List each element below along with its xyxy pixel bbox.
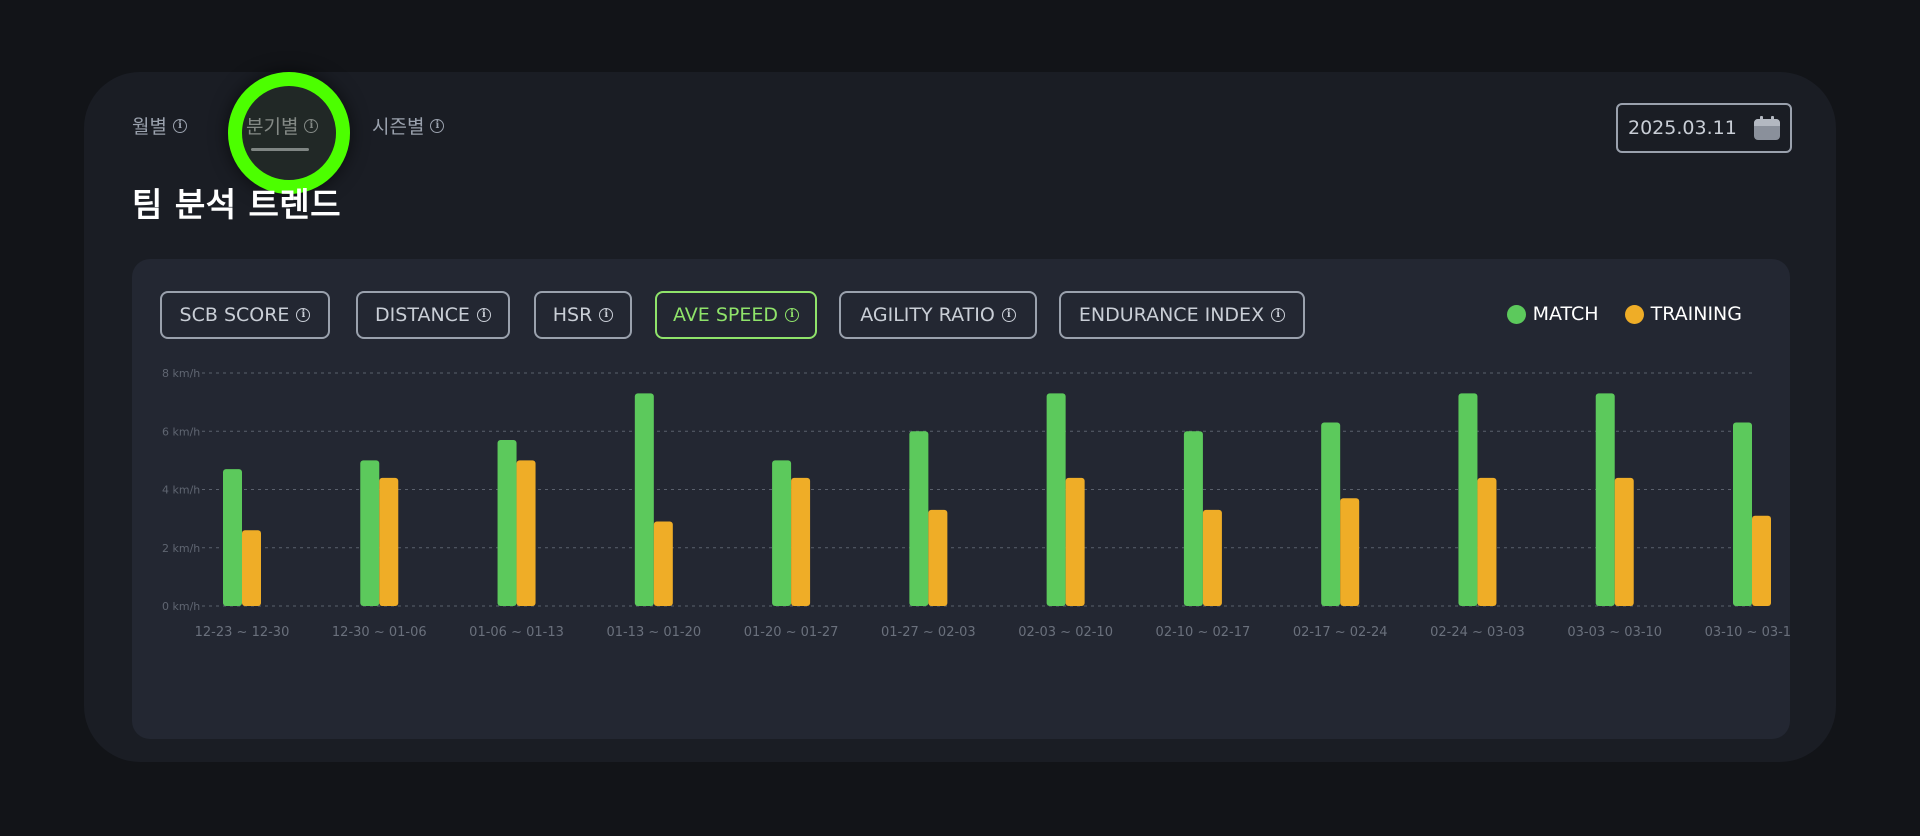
info-icon: i <box>784 308 799 322</box>
training-bar <box>242 530 261 606</box>
metric-ave-speed-button[interactable]: AVE SPEED i <box>655 291 817 339</box>
info-icon: i <box>599 308 614 322</box>
match-bar <box>223 469 242 606</box>
y-tick-label: 2 km/h <box>162 542 200 555</box>
training-bar <box>653 521 673 606</box>
legend-label: MATCH <box>1532 303 1599 325</box>
match-bar <box>1046 393 1066 606</box>
chart-panel: SCB SCORE i DISTANCE i HSR i AVE SPEED i… <box>132 259 1790 739</box>
training-bar <box>379 477 399 606</box>
match-bar <box>1183 431 1203 606</box>
x-tick-label: 02-10 ~ 02-17 <box>1156 625 1251 640</box>
legend-item-training[interactable]: TRAINING <box>1624 303 1742 325</box>
ave-speed-bar-chart: 8 km/h 6 km/h 4 km/h 2 km/h 0 km/h 12-23 ~ 12… <box>162 367 1790 640</box>
training-bar <box>516 460 536 606</box>
x-tick-label: 12-23 ~ 12-30 <box>195 625 290 640</box>
x-tick-label: 01-06 ~ 01-13 <box>469 625 564 640</box>
tab-monthly-label: 월별 <box>132 116 167 138</box>
x-tick-label: 01-27 ~ 02-03 <box>881 625 976 640</box>
training-bar <box>928 509 948 606</box>
metric-label: HSR <box>552 304 593 326</box>
match-bar <box>634 393 654 606</box>
legend-swatch-training <box>1624 304 1644 324</box>
metric-scb-score-button[interactable]: SCB SCORE i <box>160 291 330 339</box>
metric-agility-ratio-button[interactable]: AGILITY RATIO i <box>839 291 1037 339</box>
training-bar <box>1340 498 1360 606</box>
metric-label: ENDURANCE INDEX <box>1078 304 1265 326</box>
tab-monthly[interactable]: 월별 i <box>132 112 187 139</box>
x-tick-label: 12-30 ~ 01-06 <box>332 625 427 640</box>
metric-label: AVE SPEED <box>673 304 778 326</box>
match-bar <box>909 431 929 606</box>
x-tick-label: 02-03 ~ 02-10 <box>1018 625 1113 640</box>
info-icon: i <box>296 308 311 322</box>
y-tick-label: 4 km/h <box>162 484 200 497</box>
page-title: 팀 분석 트렌드 <box>132 185 342 224</box>
training-bar <box>791 477 811 606</box>
match-bar <box>360 460 380 606</box>
tab-season-label: 시즌별 <box>372 116 425 138</box>
metric-label: AGILITY RATIO <box>860 304 995 326</box>
match-bar <box>772 460 792 606</box>
y-tick-label: 0 km/h <box>162 600 200 613</box>
x-tick-label: 02-17 ~ 02-24 <box>1293 625 1388 640</box>
training-bar <box>1065 477 1085 606</box>
x-tick-label: 02-24 ~ 03-03 <box>1430 625 1525 640</box>
info-icon[interactable]: i <box>430 118 445 133</box>
legend-item-match[interactable]: MATCH <box>1506 303 1599 325</box>
match-bar <box>1321 422 1341 606</box>
y-tick-label: 6 km/h <box>162 425 200 438</box>
info-icon[interactable]: i <box>172 118 187 133</box>
match-bar <box>497 439 517 606</box>
training-bar <box>1752 515 1771 606</box>
active-tab-underline <box>251 148 309 151</box>
calendar-icon[interactable] <box>1754 116 1780 140</box>
metric-hsr-button[interactable]: HSR i <box>534 291 632 339</box>
y-tick-label: 8 km/h <box>162 367 200 380</box>
training-bar <box>1614 477 1634 606</box>
match-bar <box>1458 393 1478 606</box>
metric-label: SCB SCORE <box>179 304 290 326</box>
training-bar <box>1477 477 1497 606</box>
x-tick-label: 01-20 ~ 01-27 <box>744 625 839 640</box>
x-tick-label: 01-13 ~ 01-20 <box>606 625 701 640</box>
team-trend-card: 월별 i 분기별 i 시즌별 i 팀 분석 트렌드 2025.03.11 SCB… <box>84 72 1836 762</box>
x-tick-label: 03-10 ~ 03-17 <box>1705 625 1790 640</box>
match-bar <box>1733 422 1752 606</box>
info-icon: i <box>476 308 491 322</box>
metric-endurance-index-button[interactable]: ENDURANCE INDEX i <box>1059 291 1305 339</box>
metric-label: DISTANCE <box>375 304 470 326</box>
info-icon[interactable]: i <box>304 118 319 133</box>
chart-legend: MATCH TRAINING <box>1506 303 1742 325</box>
date-value: 2025.03.11 <box>1628 117 1737 139</box>
info-icon: i <box>1001 308 1016 322</box>
training-bar <box>1202 509 1222 606</box>
legend-label: TRAINING <box>1650 303 1742 325</box>
tab-season[interactable]: 시즌별 i <box>372 112 445 139</box>
info-icon: i <box>1271 308 1286 322</box>
x-tick-label: 03-03 ~ 03-10 <box>1567 625 1662 640</box>
legend-swatch-match <box>1506 304 1526 324</box>
tab-quarterly-label: 분기별 <box>246 116 299 138</box>
date-picker[interactable]: 2025.03.11 <box>1616 103 1792 153</box>
match-bar <box>1595 393 1615 606</box>
metric-distance-button[interactable]: DISTANCE i <box>356 291 510 339</box>
tab-quarterly[interactable]: 분기별 i <box>246 112 319 139</box>
